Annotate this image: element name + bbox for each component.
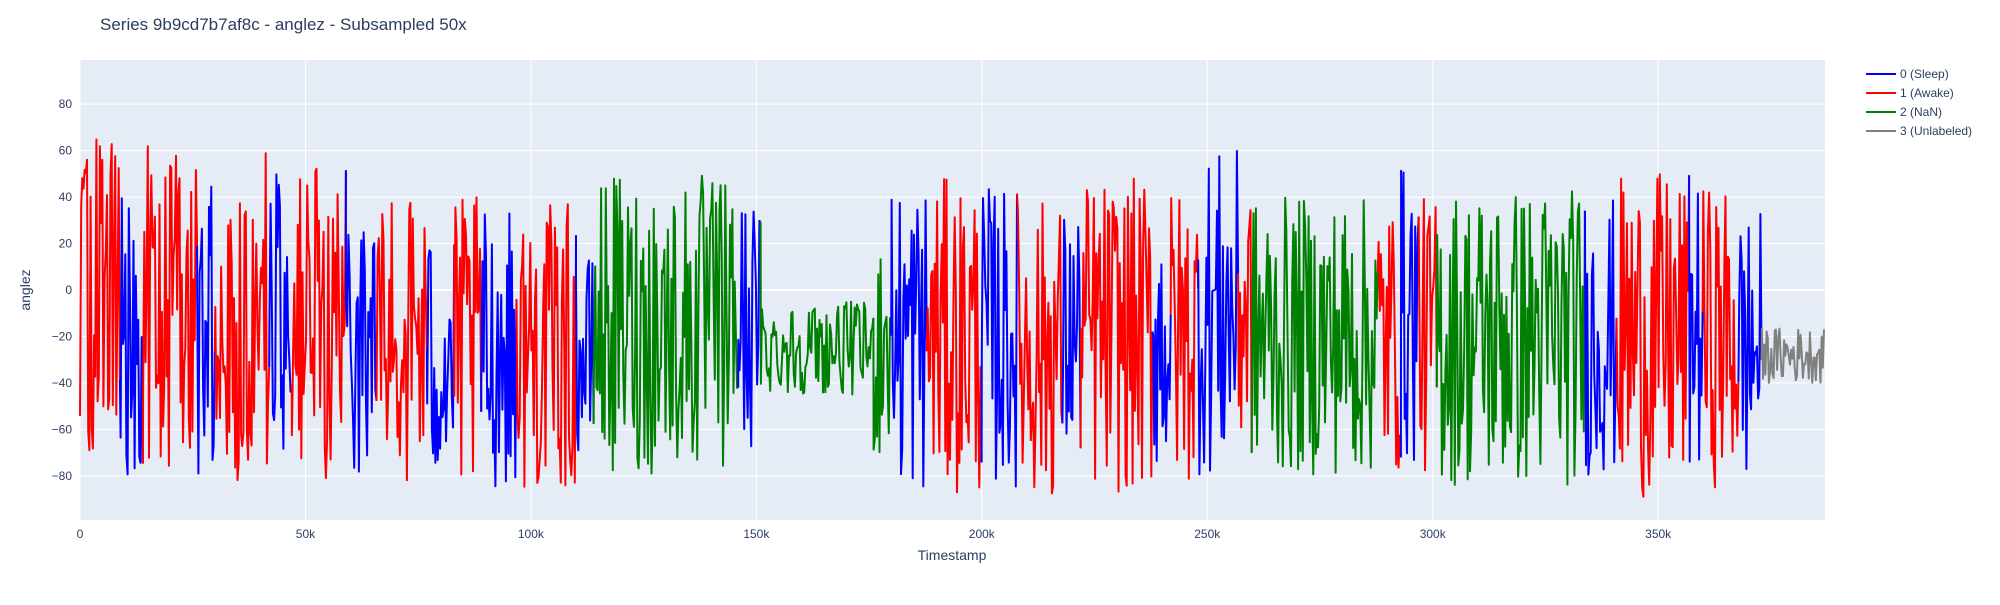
y-tick-label: −80 xyxy=(52,469,73,483)
x-tick-label: 200k xyxy=(969,527,996,541)
y-tick-label: 60 xyxy=(59,144,73,158)
series-segment-2 xyxy=(592,174,739,475)
series-segment-0 xyxy=(1197,150,1240,476)
series-segment-0 xyxy=(890,198,928,488)
series-segment-1 xyxy=(1016,193,1064,495)
y-tick-label: −60 xyxy=(52,422,73,436)
series-segment-0 xyxy=(268,173,293,450)
legend-label: 0 (Sleep) xyxy=(1900,67,1949,81)
legend: 0 (Sleep) 1 (Awake) 2 (NaN) 3 (Unlabeled) xyxy=(1866,67,1972,138)
series-segment-1 xyxy=(1237,209,1253,453)
series-segment-0 xyxy=(425,244,456,464)
series-segment-0 xyxy=(480,212,518,488)
series-segment-1 xyxy=(1079,177,1154,493)
series-segment-1 xyxy=(1169,197,1200,480)
y-tick-label: 0 xyxy=(65,283,72,297)
series-segment-0 xyxy=(344,170,378,473)
axes: 0 50k 100k 150k 200k 250k 300k 350k 80 60 40 20 0 −20… xyxy=(52,97,1673,541)
y-tick-label: 20 xyxy=(59,237,73,251)
x-tick-label: 0 xyxy=(77,527,84,541)
series-segment-0 xyxy=(1399,169,1420,461)
y-tick-label: −20 xyxy=(52,329,73,343)
y-tick-label: 80 xyxy=(59,97,73,111)
series-segment-1 xyxy=(1615,173,1691,498)
series-segment-0 xyxy=(118,197,144,476)
series-segment-0 xyxy=(196,185,216,475)
y-tick-label: 40 xyxy=(59,190,73,204)
series-segment-1 xyxy=(141,145,199,467)
series-segment-0 xyxy=(1737,213,1763,470)
series-segment-1 xyxy=(1701,190,1740,489)
series-segment-0 xyxy=(980,188,1018,488)
x-tick-label: 50k xyxy=(296,527,316,541)
series-segment-0 xyxy=(575,235,595,452)
x-axis-title: Timestamp xyxy=(918,547,987,563)
legend-label: 3 (Unlabeled) xyxy=(1900,124,1972,138)
series-segment-1 xyxy=(515,203,577,488)
y-tick-label: −40 xyxy=(52,376,73,390)
series-segment-0 xyxy=(1151,263,1172,462)
x-tick-label: 350k xyxy=(1645,527,1672,541)
series-segment-0 xyxy=(737,210,762,448)
x-tick-label: 250k xyxy=(1194,527,1221,541)
legend-label: 1 (Awake) xyxy=(1900,86,1954,100)
series-segment-1 xyxy=(1417,198,1438,472)
series-segment-0 xyxy=(1583,199,1618,476)
series-segment-1 xyxy=(453,196,483,476)
series-segment-3 xyxy=(1760,327,1825,384)
series-segment-2 xyxy=(1435,190,1586,486)
chart-title: Series 9b9cd7b7af8c - anglez - Subsample… xyxy=(100,15,467,34)
series-segment-1 xyxy=(213,152,271,482)
x-tick-label: 150k xyxy=(743,527,770,541)
series-segment-1 xyxy=(925,178,983,494)
legend-label: 2 (NaN) xyxy=(1900,105,1942,119)
series-segment-1 xyxy=(375,201,428,482)
series-segment-2 xyxy=(872,258,893,454)
series-segment-0 xyxy=(1688,175,1704,463)
series-segment-1 xyxy=(290,167,347,480)
series-segment-0 xyxy=(1061,218,1082,449)
series-segment-2 xyxy=(759,221,875,396)
series-segment-1 xyxy=(79,138,121,452)
series-traces xyxy=(79,138,1825,498)
series-segment-1 xyxy=(1376,221,1402,469)
x-tick-label: 100k xyxy=(518,527,545,541)
series-segment-2 xyxy=(1250,196,1379,476)
x-tick-label: 300k xyxy=(1420,527,1447,541)
y-axis-title: anglez xyxy=(17,269,33,310)
